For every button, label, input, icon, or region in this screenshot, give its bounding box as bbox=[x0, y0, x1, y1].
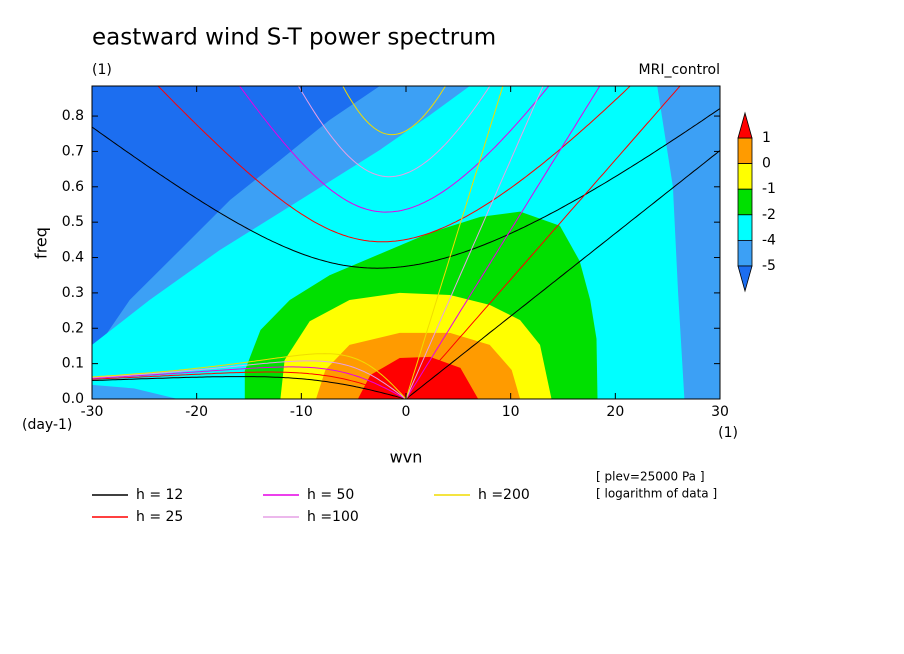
dispersion-curve bbox=[92, 108, 720, 269]
dispersion-curve bbox=[405, 86, 601, 399]
contour-region bbox=[357, 356, 479, 399]
colorbar-label: 0 bbox=[762, 156, 771, 172]
dispersion-curve bbox=[92, 376, 407, 399]
colorbar-max bbox=[737, 111, 753, 139]
y-tick-label: 0.7 bbox=[62, 143, 84, 159]
x-tick-label: 30 bbox=[711, 404, 729, 420]
y-tick-label: 0.8 bbox=[62, 108, 84, 124]
plot-area bbox=[92, 86, 720, 399]
dispersion-curve bbox=[92, 353, 407, 399]
annotation: [ logarithm of data ] bbox=[596, 487, 717, 501]
colorbar-label: -2 bbox=[762, 207, 776, 223]
y-tick-label: 0.5 bbox=[62, 214, 84, 230]
legend-label: h = 25 bbox=[136, 509, 183, 525]
x-tick-label: 10 bbox=[502, 404, 520, 420]
y-tick-label: 0.6 bbox=[62, 179, 84, 195]
colorbar-box bbox=[737, 188, 753, 216]
chart-title: eastward wind S-T power spectrum bbox=[92, 25, 496, 51]
x-tick-label: -10 bbox=[290, 404, 313, 420]
colorbar-label: 1 bbox=[762, 130, 771, 146]
colorbar-label: -4 bbox=[762, 232, 776, 248]
y-tick-label: 0.1 bbox=[62, 356, 84, 372]
dispersion-curve bbox=[405, 86, 681, 399]
colorbar-box bbox=[737, 214, 753, 241]
legend-label: h =200 bbox=[478, 487, 530, 503]
subtitle: (1) bbox=[92, 62, 112, 78]
x-tick-label: -20 bbox=[185, 404, 208, 420]
x-axis-unit: (1) bbox=[718, 425, 738, 441]
y-tick-label: 0.0 bbox=[62, 391, 84, 407]
dispersion-curve bbox=[157, 86, 631, 243]
x-tick-label: -30 bbox=[81, 404, 104, 420]
dispersion-curve bbox=[92, 366, 407, 399]
x-tick-label: 0 bbox=[402, 404, 411, 420]
annotation: [ plev=25000 Pa ] bbox=[596, 470, 705, 484]
dispersion-curve bbox=[405, 86, 504, 399]
dispersion-curve bbox=[342, 86, 447, 136]
x-axis-label: wvn bbox=[390, 448, 423, 467]
subtitle: MRI_control bbox=[639, 62, 720, 78]
legend-label: h =100 bbox=[307, 509, 359, 525]
dispersion-curve bbox=[405, 150, 720, 399]
y-tick-label: 0.2 bbox=[62, 320, 84, 336]
y-tick-label: 0.3 bbox=[62, 285, 84, 301]
dispersion-curve bbox=[92, 371, 407, 399]
dispersion-curve bbox=[297, 86, 491, 178]
dispersion-curve bbox=[92, 360, 407, 399]
legend-label: h = 12 bbox=[136, 487, 183, 503]
colorbar-box bbox=[737, 137, 753, 165]
colorbar-label: -1 bbox=[762, 181, 776, 197]
colorbar-label: -5 bbox=[762, 258, 776, 274]
y-axis-label: freq bbox=[32, 227, 51, 259]
dispersion-curve bbox=[238, 86, 550, 213]
y-tick-label: 0.4 bbox=[62, 250, 84, 266]
colorbar-min bbox=[737, 265, 753, 293]
colorbar-box bbox=[737, 163, 753, 190]
colorbar-box bbox=[737, 239, 753, 267]
y-axis-unit: (day-1) bbox=[22, 417, 72, 433]
dispersion-curve bbox=[405, 86, 544, 399]
x-tick-label: 20 bbox=[606, 404, 624, 420]
legend-label: h = 50 bbox=[307, 487, 354, 503]
